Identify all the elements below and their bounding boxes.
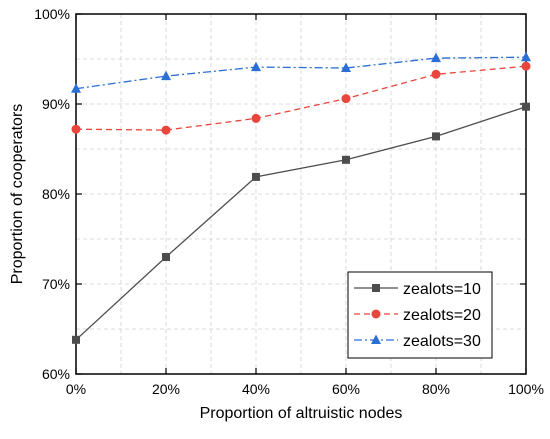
x-tick-label: 100% bbox=[508, 381, 544, 397]
y-axis-title: Proportion of cooperators bbox=[9, 104, 26, 285]
data-point bbox=[161, 70, 171, 81]
data-point bbox=[161, 125, 171, 135]
data-point bbox=[72, 335, 80, 344]
series-1 bbox=[72, 102, 530, 344]
data-point bbox=[251, 113, 261, 123]
x-tick-label: 20% bbox=[152, 381, 180, 397]
axis-ticks: 0% 20% 40% 60% 80% 100% 60% 70% 80% 90% 100% bbox=[34, 6, 544, 397]
y-tick-label: 60% bbox=[42, 366, 70, 382]
legend-label: zealots=10 bbox=[403, 281, 481, 298]
x-tick-label: 0% bbox=[66, 381, 86, 397]
legend-label: zealots=20 bbox=[403, 307, 481, 324]
legend-item-1: zealots=10 bbox=[354, 281, 481, 298]
data-point bbox=[432, 132, 440, 141]
data-point bbox=[521, 61, 531, 71]
x-tick-label: 80% bbox=[422, 381, 450, 397]
legend: zealots=10 zealots=20 zealots=30 bbox=[347, 271, 493, 359]
x-tick-label: 60% bbox=[332, 381, 360, 397]
legend-marker bbox=[371, 309, 381, 319]
series-layer bbox=[71, 51, 531, 344]
data-point bbox=[431, 52, 441, 63]
x-axis-title: Proportion of altruistic nodes bbox=[200, 405, 403, 422]
data-point bbox=[71, 124, 81, 134]
series-line bbox=[75, 65, 527, 131]
data-point bbox=[252, 172, 260, 181]
series-3 bbox=[71, 51, 531, 93]
legend-item-3: zealots=30 bbox=[354, 333, 481, 350]
data-point bbox=[162, 253, 170, 261]
data-point bbox=[341, 94, 351, 104]
y-tick-label: 90% bbox=[42, 96, 70, 112]
legend-item-2: zealots=20 bbox=[354, 307, 481, 324]
y-tick-label: 100% bbox=[34, 6, 70, 22]
data-point bbox=[342, 155, 350, 164]
series-line bbox=[75, 106, 527, 341]
data-point bbox=[341, 62, 351, 72]
data-point bbox=[522, 102, 530, 111]
y-tick-label: 80% bbox=[42, 186, 70, 202]
legend-marker bbox=[371, 334, 381, 344]
data-point bbox=[431, 69, 441, 79]
data-point bbox=[251, 61, 261, 72]
data-point bbox=[71, 83, 81, 93]
series-line bbox=[75, 56, 527, 90]
series-2 bbox=[71, 61, 531, 135]
x-tick-label: 40% bbox=[242, 381, 270, 397]
data-point bbox=[521, 51, 531, 62]
legend-label: zealots=30 bbox=[403, 333, 481, 350]
legend-marker bbox=[372, 284, 380, 292]
y-tick-label: 70% bbox=[42, 276, 70, 292]
